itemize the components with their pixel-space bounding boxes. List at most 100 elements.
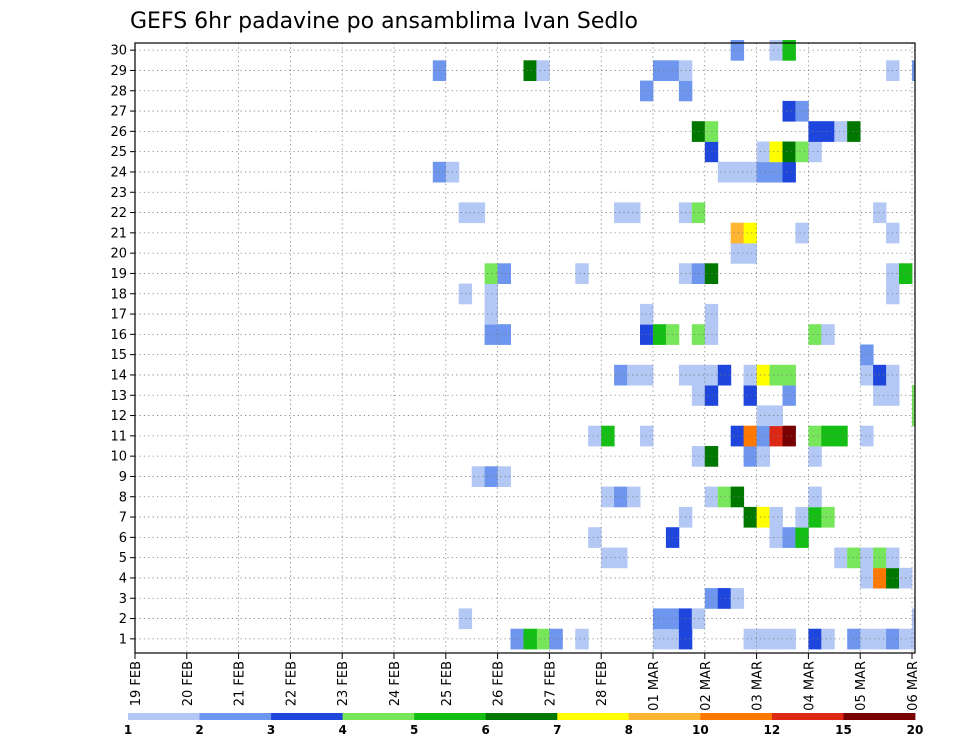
x-tick-label: 06 MAR	[906, 661, 921, 711]
heatmap-cell	[808, 121, 822, 142]
heatmap-cell	[756, 405, 770, 427]
heatmap-cell	[614, 202, 628, 224]
heatmap-cell	[756, 364, 770, 386]
y-tick-label: 1	[119, 632, 127, 647]
heatmap-cell	[782, 628, 796, 650]
heatmap-cell	[743, 243, 757, 264]
heatmap-cell	[730, 161, 745, 183]
heatmap-cell	[717, 486, 732, 508]
x-tick-label: 04 MAR	[802, 661, 817, 711]
legend-level-label: 6	[482, 723, 490, 737]
heatmap-cell	[808, 324, 822, 345]
heatmap-cell	[860, 425, 874, 447]
y-tick-label: 6	[119, 531, 127, 546]
heatmap-cell	[860, 344, 874, 366]
heatmap-cell	[588, 425, 602, 447]
y-tick-label: 26	[110, 125, 127, 140]
heatmap-cell	[730, 486, 745, 508]
heatmap-cell	[730, 588, 745, 609]
heatmap-cell	[769, 628, 783, 650]
heatmap-cell	[782, 161, 796, 183]
x-tick-label: 23 FEB	[336, 661, 351, 706]
y-tick-label: 8	[119, 490, 127, 505]
heatmap-cell	[912, 385, 916, 406]
heatmap-cell	[795, 506, 809, 528]
heatmap-cell	[782, 40, 796, 61]
legend-swatch	[628, 713, 701, 720]
heatmap-cell	[821, 425, 835, 447]
x-tick-label: 20 FEB	[181, 661, 196, 706]
heatmap-cell	[782, 527, 796, 548]
heatmap-cell	[510, 628, 524, 650]
heatmap-cell	[769, 506, 783, 528]
legend-swatch	[342, 713, 415, 720]
y-tick-label: 15	[110, 348, 127, 363]
heatmap-cell	[847, 628, 861, 650]
heatmap-cell	[640, 364, 654, 386]
heatmap-cell	[860, 628, 874, 650]
legend-level-label: 5	[410, 723, 418, 737]
legend-level-label: 1	[124, 723, 132, 737]
heatmap-cell	[912, 608, 916, 630]
heatmap-cell	[821, 506, 835, 528]
heatmap-cell	[795, 222, 809, 244]
heatmap-cell	[808, 141, 822, 163]
heatmap-cell	[769, 141, 783, 163]
x-tick-label: 03 MAR	[751, 661, 766, 711]
heatmap-cell	[743, 446, 757, 467]
heatmap-cell	[523, 628, 537, 650]
heatmap-cell	[834, 547, 848, 569]
x-tick-label: 02 MAR	[699, 661, 714, 711]
heatmap-cell	[795, 527, 809, 548]
legend-swatch	[271, 713, 343, 720]
y-tick-label: 24	[110, 165, 127, 180]
heatmap-cell	[743, 161, 757, 183]
y-tick-label: 3	[119, 592, 127, 607]
y-tick-label: 2	[119, 612, 127, 627]
heatmap-cell	[769, 364, 783, 386]
heatmap-cell	[795, 100, 809, 122]
heatmap-cell	[769, 40, 783, 61]
legend-level-label: 4	[338, 723, 346, 737]
legend-swatch	[128, 713, 200, 720]
heatmap-cell	[743, 364, 757, 386]
x-tick-label: 25 FEB	[440, 661, 455, 706]
heatmap-cell	[769, 527, 783, 548]
y-tick-label: 5	[119, 551, 127, 566]
heatmap-cell	[484, 466, 498, 487]
legend-swatch	[485, 713, 558, 720]
heatmap-cell	[743, 222, 757, 244]
legend-level-label: 2	[195, 723, 203, 737]
heatmap-cell	[743, 628, 757, 650]
heatmap-cell	[497, 263, 511, 284]
legend-swatch	[771, 713, 844, 720]
plot-frame	[134, 42, 916, 654]
heatmap-cell	[601, 425, 615, 447]
y-tick-label: 9	[119, 470, 127, 485]
heatmap-cell	[769, 405, 783, 427]
heatmap-cell	[782, 100, 796, 122]
heatmap-cell	[912, 405, 916, 427]
legend-level-label: 7	[553, 723, 561, 737]
heatmap-cell	[756, 628, 770, 650]
heatmap-cell	[523, 60, 537, 81]
y-tick-label: 28	[110, 84, 127, 99]
heatmap-cell	[575, 628, 589, 650]
heatmap-cell	[588, 527, 602, 548]
heatmap-cell	[730, 222, 745, 244]
x-tick-label: 26 FEB	[492, 661, 507, 706]
heatmap-cell	[795, 141, 809, 163]
heatmap-cell	[912, 628, 916, 650]
y-tick-label: 27	[110, 105, 127, 120]
heatmap-cell	[549, 628, 563, 650]
heatmap-cell	[717, 364, 732, 386]
color-legend: 1 2 3 4 5 6 7 8 10 12 15 20	[124, 713, 923, 737]
heatmap-cell	[808, 425, 822, 447]
heatmap-cell	[536, 628, 550, 650]
y-tick-label: 22	[110, 206, 127, 221]
heatmap-cell	[821, 121, 835, 142]
heatmap-cell	[912, 60, 916, 81]
heatmap-cell	[782, 141, 796, 163]
y-tick-label: 4	[119, 571, 127, 586]
